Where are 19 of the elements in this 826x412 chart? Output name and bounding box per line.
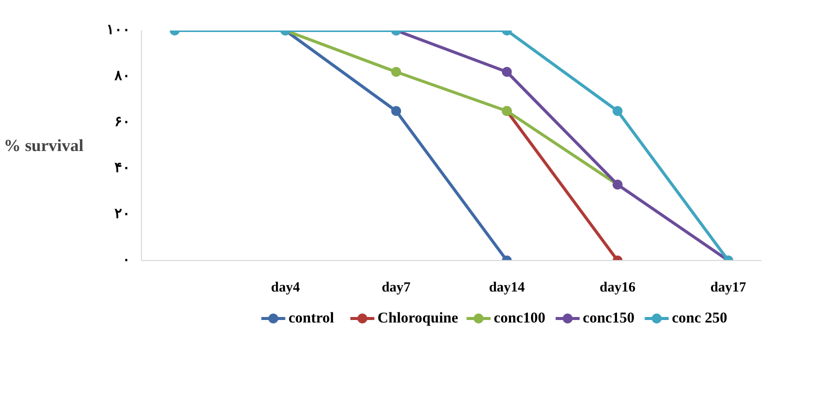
x-tick-label: day14 (488, 280, 525, 296)
y-tick-label: ۰ (122, 253, 130, 268)
x-tick-label: day17 (710, 280, 746, 296)
legend-label: control (288, 310, 334, 326)
legend-label: conc100 (494, 310, 546, 326)
legend-label: conc150 (582, 310, 634, 326)
y-tick-label: ۶۰ (114, 115, 130, 130)
y-tick-label: ۲۰ (114, 207, 130, 222)
point (612, 106, 623, 116)
point (391, 106, 402, 116)
x-tick-label: day16 (600, 280, 636, 296)
legend-label: Chloroquine (378, 310, 458, 326)
y-axis-title: % survival (4, 136, 84, 155)
y-tick-label: ۴۰ (114, 161, 130, 176)
x-tick-label: day7 (382, 280, 411, 296)
legend-label: conc 250 (672, 310, 728, 326)
y-tick-label: ۸۰ (114, 69, 130, 84)
x-tick-label: day4 (271, 280, 300, 296)
y-tick-label: ۱۰۰ (106, 23, 130, 38)
